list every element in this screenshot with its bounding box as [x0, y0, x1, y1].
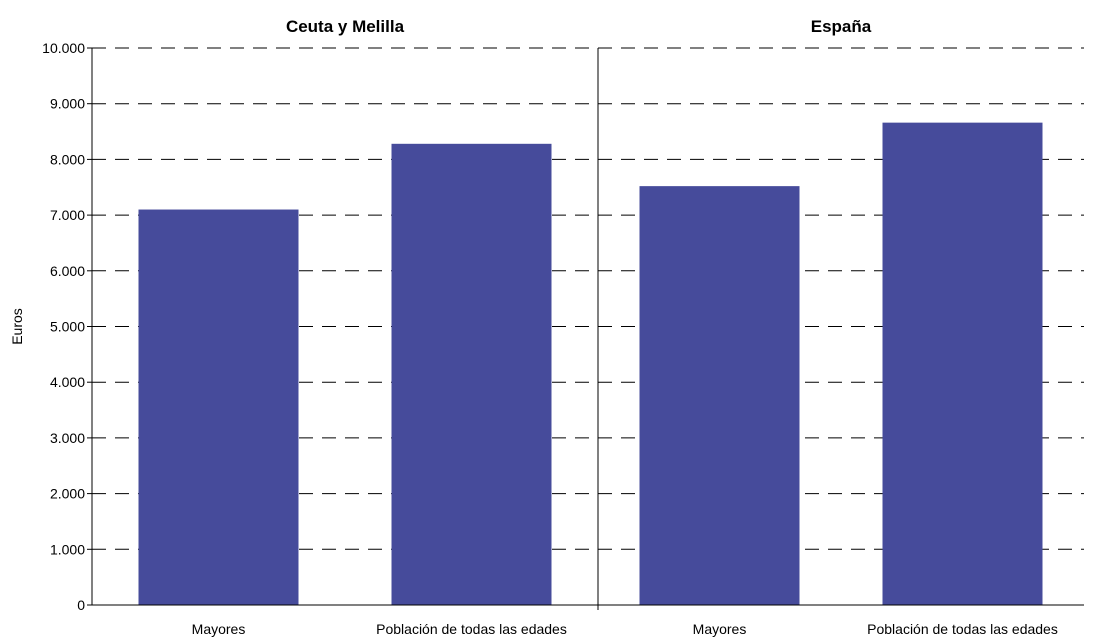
- y-tick-label: 2.000: [50, 486, 85, 502]
- labels: Ceuta y Melilla Mayores Población de todas…: [192, 17, 1058, 637]
- category-label: Mayores: [192, 621, 246, 637]
- y-tick-label: 10.000: [42, 40, 85, 56]
- bar: [882, 122, 1043, 605]
- y-tick-label: 9.000: [50, 96, 85, 112]
- category-label: Mayores: [693, 621, 747, 637]
- y-tick-label: 5.000: [50, 319, 85, 335]
- category-label: Población de todas las edades: [867, 621, 1058, 637]
- bars: [138, 122, 1043, 606]
- y-tick-label: 4.000: [50, 374, 85, 390]
- y-ticks: 0 1.000 2.000 3.000 4.000 5.000 6.000 7.000 8.00…: [42, 40, 92, 613]
- y-tick-label: 8.000: [50, 151, 85, 167]
- y-tick-label: 3.000: [50, 430, 85, 446]
- y-tick-label: 0: [77, 597, 85, 613]
- y-tick-label: 6.000: [50, 263, 85, 279]
- y-tick-label: 7.000: [50, 207, 85, 223]
- panel-title: España: [811, 17, 872, 36]
- panel-title: Ceuta y Melilla: [286, 17, 405, 36]
- bar: [639, 186, 800, 606]
- bar: [138, 209, 299, 605]
- y-tick-label: 1.000: [50, 541, 85, 557]
- bar: [391, 143, 552, 605]
- y-axis-label: Euros: [9, 308, 25, 345]
- category-label: Población de todas las edades: [376, 621, 567, 637]
